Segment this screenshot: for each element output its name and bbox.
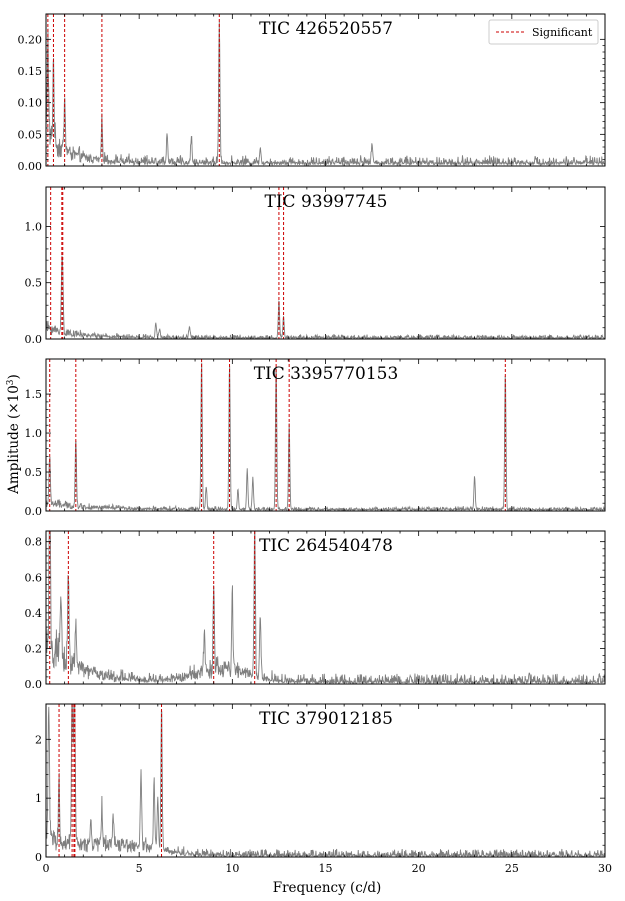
y-axis-title-main: Amplitude (×10 — [6, 385, 22, 495]
y-tick-label: 0.0 — [25, 333, 43, 346]
x-tick-label: 5 — [136, 862, 143, 875]
spectrum-line — [46, 362, 605, 511]
y-tick-label: 0.15 — [18, 65, 43, 78]
legend-label: Significant — [532, 26, 593, 39]
legend: Significant — [488, 19, 599, 45]
y-tick-label: 0.10 — [18, 97, 43, 110]
panel-title: TIC 93997745 — [265, 192, 388, 212]
y-tick-label: 0.20 — [18, 33, 43, 46]
x-tick-label: 30 — [598, 862, 612, 875]
panel-1: 0.00 0.05 0.10 0.15 0.20 TIC 426520557 — [18, 13, 606, 173]
panel-4: 0.0 0.2 0.4 0.6 0.8 TIC 264540478 — [25, 530, 606, 691]
y-tick-label: 0.2 — [25, 642, 43, 655]
y-tick-label: 0.5 — [25, 466, 43, 479]
y-axis-title: Amplitude (×103) — [6, 374, 22, 495]
y-axis-title-close: ) — [6, 374, 22, 379]
y-tick-label: 0.6 — [25, 571, 43, 584]
y-tick-label: 1.5 — [25, 388, 43, 401]
x-tick-label: 15 — [319, 862, 333, 875]
x-tick-label: 0 — [43, 862, 50, 875]
x-tick-label: 25 — [505, 862, 519, 875]
y-tick-label: 1.0 — [25, 220, 43, 233]
y-axis-title-sup: 3 — [6, 379, 16, 385]
y-tick-label: 2 — [35, 733, 42, 746]
y-tick-label: 0.4 — [25, 607, 43, 620]
y-tick-label: 0.00 — [18, 160, 43, 173]
x-axis-title: Frequency (c/d) — [273, 880, 382, 896]
panel-title: TIC 379012185 — [259, 709, 393, 729]
panel-3: 0.0 0.5 1.0 1.5 TIC 3395770153 — [25, 358, 606, 518]
panel-5: 0 5 10 15 20 25 30 0 1 2 TIC 379012185 — [35, 703, 612, 875]
y-tick-label: 0.0 — [25, 678, 43, 691]
y-tick-label: 0.5 — [25, 277, 43, 290]
x-tick-label: 20 — [412, 862, 426, 875]
y-tick-label: 0.05 — [18, 128, 43, 141]
panel-title: TIC 426520557 — [259, 19, 393, 39]
panel-2: 0.0 0.5 1.0 TIC 93997745 — [25, 186, 606, 346]
y-tick-label: 0.0 — [25, 505, 43, 518]
legend-box — [488, 19, 599, 45]
y-tick-label: 1 — [35, 792, 42, 805]
y-tick-label: 1.0 — [25, 427, 43, 440]
x-tick-label: 10 — [225, 862, 239, 875]
panel-title: TIC 3395770153 — [254, 364, 399, 384]
panel-title: TIC 264540478 — [259, 536, 393, 556]
y-tick-label: 0.8 — [25, 536, 43, 549]
y-tick-label: 0 — [35, 851, 42, 864]
spectrum-line — [46, 255, 605, 339]
